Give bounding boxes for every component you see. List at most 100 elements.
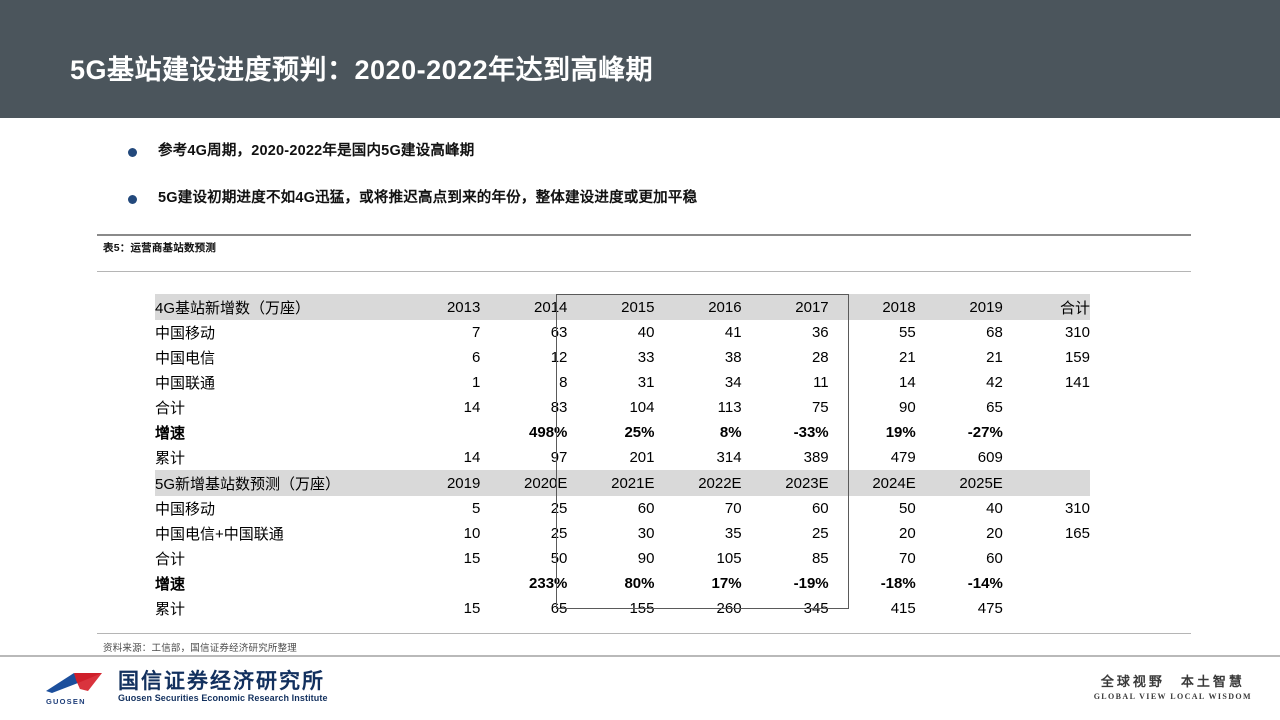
slide-footer: GUOSEN 国信证券经济研究所 Guosen Securities Econo…: [0, 657, 1280, 720]
column-header: 5G新增基站数预测（万座）: [155, 470, 394, 496]
cell: 30: [637, 525, 655, 542]
cell: 15: [463, 600, 481, 617]
bullet-text: 参考4G周期，2020-2022年是国内5G建设高峰期: [158, 143, 475, 159]
cell: 314: [716, 449, 742, 466]
cell: 159: [1064, 349, 1090, 366]
row-label: 累计: [155, 450, 186, 467]
cell: 20: [986, 525, 1003, 542]
cell: 25: [550, 500, 568, 517]
logo-name-cn: 国信证券经济研究所: [118, 669, 325, 693]
column-header: 2020E: [480, 470, 568, 496]
cell: 90: [637, 550, 655, 567]
cell: [1003, 546, 1090, 571]
cell: 233%: [529, 575, 568, 592]
cell: 80%: [624, 575, 655, 592]
cell: 36: [811, 324, 829, 341]
table-row: 中国联通 1 8 31 34 11 14 42 141: [155, 370, 1090, 395]
bullet-dot-icon: [128, 194, 137, 204]
column-header: 2024E: [828, 470, 916, 496]
table-row: 合计 14 83 104 113 75 90 65: [155, 395, 1090, 420]
cell: 97: [550, 449, 568, 466]
table-row: 合计 15 50 90 105 85 70 60: [155, 546, 1090, 571]
column-header: 合计: [1002, 294, 1090, 320]
column-header: 2013: [393, 294, 481, 320]
cell: [1003, 420, 1090, 445]
slide-header-band: [0, 0, 1280, 118]
column-header: 2015: [567, 294, 655, 320]
column-header: 2019: [393, 470, 481, 496]
column-header: 2023E: [741, 470, 829, 496]
cell: 33: [637, 349, 655, 366]
cell: 479: [890, 449, 916, 466]
table-header-row-5g: 5G新增基站数预测（万座） 2019 2020E 2021E 2022E 202…: [155, 470, 1090, 496]
cell: 83: [550, 399, 568, 416]
cell: 55: [899, 324, 916, 341]
company-logo: GUOSEN 国信证券经济研究所 Guosen Securities Econo…: [44, 669, 328, 706]
cell: 14: [899, 374, 916, 391]
cell: 38: [724, 349, 742, 366]
divider-bottom: [97, 633, 1191, 634]
base-station-forecast-table: 4G基站新增数（万座） 2013 2014 2015 2016 2017 201…: [155, 294, 1090, 621]
cell: 20: [899, 525, 916, 542]
cell: -19%: [793, 575, 829, 592]
cell: 65: [986, 399, 1003, 416]
bullet-dot-icon: [128, 148, 137, 157]
cell: 498%: [529, 424, 568, 441]
cell: 310: [1064, 500, 1090, 517]
cell: 65: [550, 600, 568, 617]
row-label: 增速: [155, 576, 186, 593]
cell: 201: [629, 449, 655, 466]
cell: -33%: [793, 424, 829, 441]
cell: 310: [1064, 324, 1090, 341]
row-label: 中国移动: [155, 501, 216, 518]
cell: 10: [463, 525, 481, 542]
cell: 28: [811, 349, 829, 366]
cell: 70: [899, 550, 916, 567]
cell: 31: [637, 374, 655, 391]
cell: 21: [986, 349, 1003, 366]
column-header: 2018: [828, 294, 916, 320]
table-row: 累计 14 97 201 314 389 479 609: [155, 445, 1090, 470]
cell: 40: [637, 324, 655, 341]
cell: 41: [724, 324, 742, 341]
row-label: 中国电信: [155, 350, 216, 367]
cell: 50: [550, 550, 568, 567]
bullet-list: 参考4G周期，2020-2022年是国内5G建设高峰期 5G建设初期进度不如4G…: [128, 142, 1188, 235]
column-header: 2017: [741, 294, 829, 320]
cell: 415: [890, 600, 916, 617]
cell: -27%: [967, 424, 1003, 441]
cell: 609: [977, 449, 1003, 466]
cell: 6: [471, 349, 481, 366]
row-label: 累计: [155, 601, 186, 618]
cell: 40: [986, 500, 1003, 517]
cell: 475: [977, 600, 1003, 617]
cell: 63: [550, 324, 568, 341]
cell: 8: [559, 374, 568, 391]
table-row: 中国电信 6 12 33 38 28 21 21 159: [155, 345, 1090, 370]
cell: [1003, 596, 1090, 621]
column-header: 2025E: [915, 470, 1003, 496]
cell: 70: [724, 500, 742, 517]
table-row: 累计 15 65 155 260 345 415 475: [155, 596, 1090, 621]
page-title: 5G基站建设进度预判：2020-2022年达到高峰期: [70, 55, 654, 85]
list-item: 参考4G周期，2020-2022年是国内5G建设高峰期: [128, 142, 1188, 162]
cell: -18%: [880, 575, 916, 592]
column-header: 2022E: [654, 470, 742, 496]
guosen-logo-icon: GUOSEN: [44, 669, 110, 706]
cell: 260: [716, 600, 742, 617]
cell: 60: [637, 500, 655, 517]
column-header: 4G基站新增数（万座）: [155, 294, 394, 320]
source-note: 资料来源：工信部，国信证券经济研究所整理: [103, 643, 298, 654]
logo-mark-text: GUOSEN: [46, 697, 86, 706]
cell: 345: [803, 600, 829, 617]
cell: 1: [471, 374, 481, 391]
tagline: 全球视野 本土智慧 GLOBAL VIEW LOCAL WISDOM: [1094, 671, 1252, 701]
column-header: 2014: [480, 294, 568, 320]
row-label: 中国电信+中国联通: [155, 526, 284, 543]
cell: 14: [463, 449, 481, 466]
cell: 25%: [624, 424, 655, 441]
cell: 113: [717, 399, 742, 416]
column-header: 2021E: [567, 470, 655, 496]
divider-top: [97, 234, 1191, 236]
cell: -14%: [967, 575, 1003, 592]
